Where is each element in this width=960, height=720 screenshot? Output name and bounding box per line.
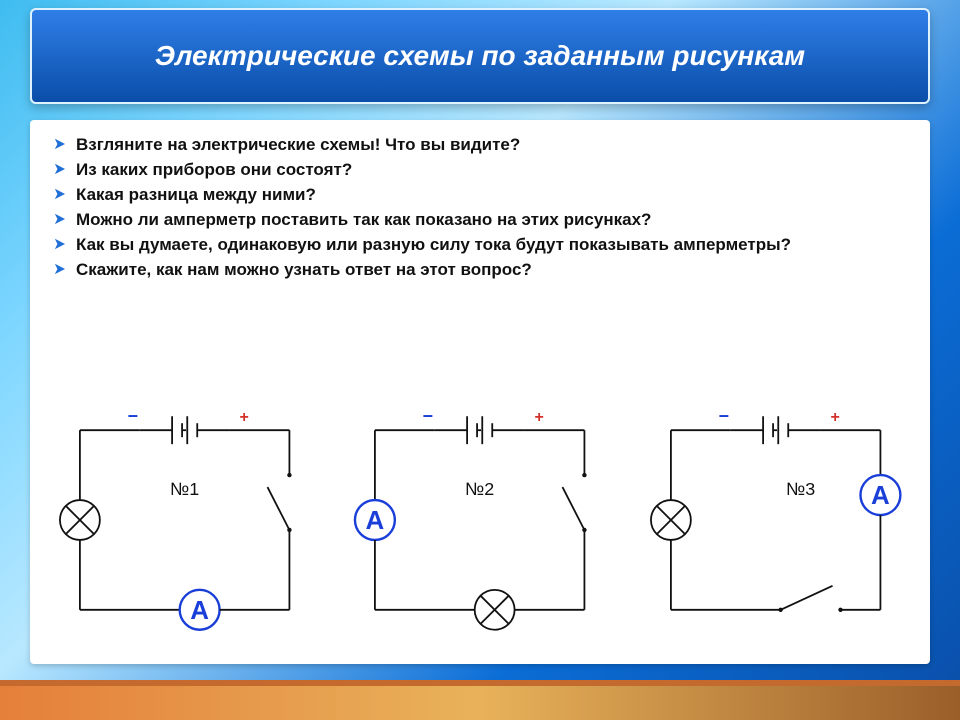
svg-text:№2: №2 (465, 479, 494, 499)
svg-text:+: + (535, 409, 544, 426)
question-item: Скажите, как нам можно узнать ответ на э… (54, 259, 906, 282)
question-item: Из каких приборов они состоят? (54, 159, 906, 182)
svg-text:+: + (240, 409, 249, 426)
svg-text:−: − (423, 406, 433, 426)
slide-background: Электрические схемы по заданным рисункам… (0, 0, 960, 720)
svg-text:A: A (366, 507, 385, 535)
svg-text:+: + (830, 409, 839, 426)
circuit-2: + − A №2 (335, 390, 624, 650)
title-banner: Электрические схемы по заданным рисункам (30, 8, 930, 104)
svg-text:№3: №3 (786, 479, 815, 499)
circuit-svg-3: + − A №3 (631, 390, 920, 650)
question-item: Взгляните на электрические схемы! Что вы… (54, 134, 906, 157)
content-card: Взгляните на электрические схемы! Что вы… (30, 120, 930, 664)
question-item: Как вы думаете, одинаковую или разную си… (54, 234, 906, 257)
question-item: Какая разница между ними? (54, 184, 906, 207)
svg-text:−: − (128, 406, 138, 426)
svg-text:№1: №1 (170, 479, 199, 499)
question-list: Взгляните на электрические схемы! Что вы… (54, 134, 906, 282)
svg-text:A: A (871, 482, 890, 510)
circuit-3: + − A №3 (631, 390, 920, 650)
circuit-1: + − A №1 (40, 390, 329, 650)
slide-title: Электрические схемы по заданным рисункам (95, 39, 865, 73)
svg-text:−: − (718, 406, 728, 426)
circuit-svg-2: + − A №2 (335, 390, 624, 650)
question-item: Можно ли амперметр поставить так как пок… (54, 209, 906, 232)
diagram-row: + − A №1 + − A №2 + − A №3 (40, 390, 920, 650)
svg-text:A: A (190, 597, 209, 625)
circuit-svg-1: + − A №1 (40, 390, 329, 650)
